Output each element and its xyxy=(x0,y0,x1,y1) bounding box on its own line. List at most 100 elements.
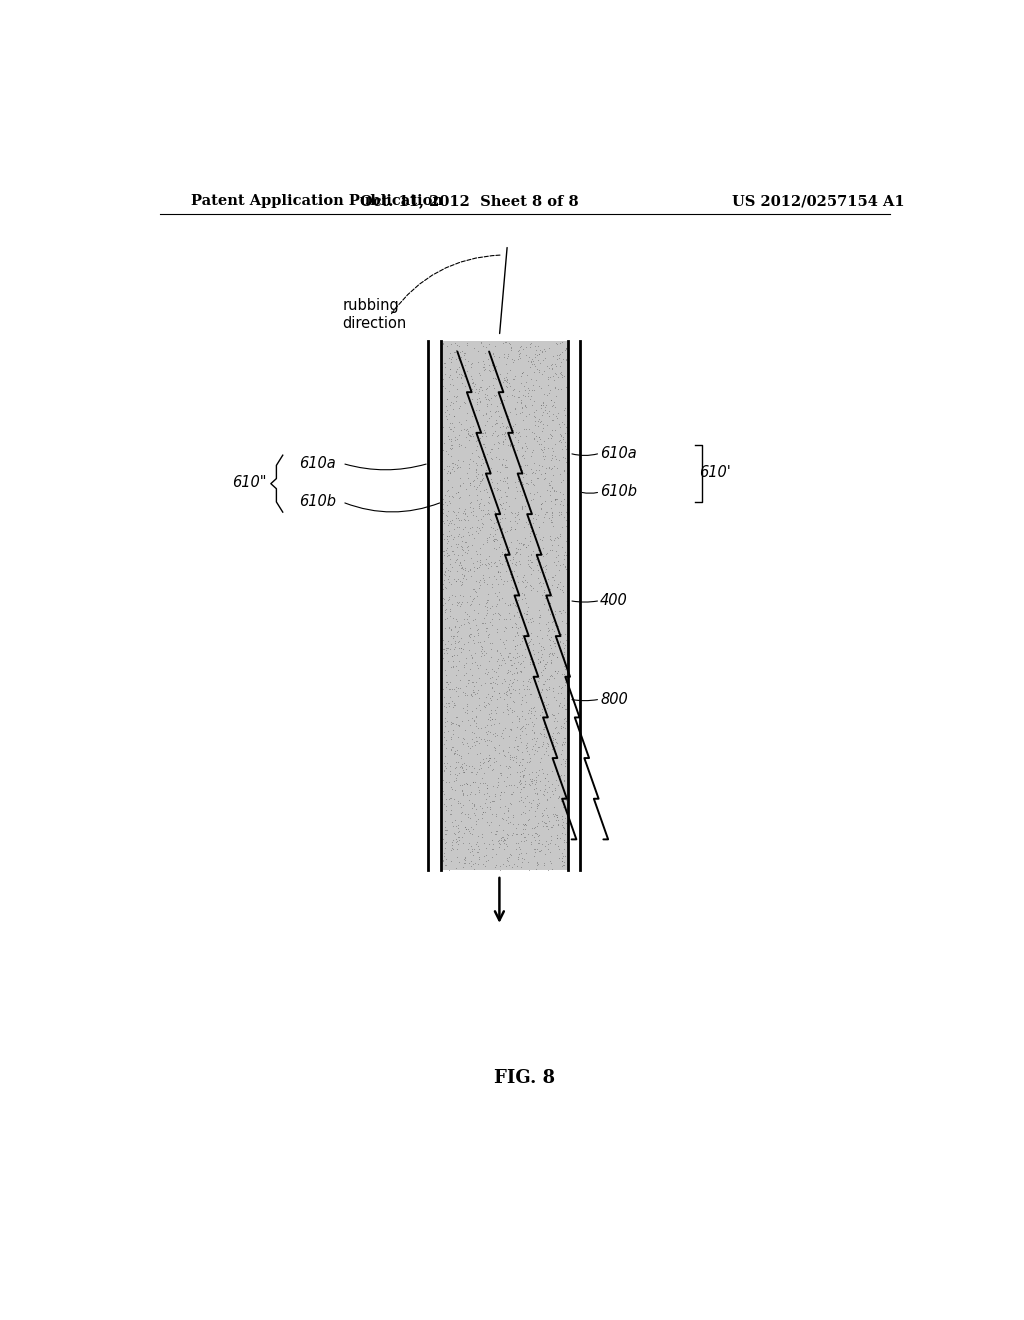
Point xyxy=(525,428,542,449)
Point xyxy=(542,540,558,561)
Point xyxy=(541,507,557,528)
Point xyxy=(514,760,530,781)
Point xyxy=(472,675,488,696)
Point xyxy=(528,777,545,799)
Point xyxy=(525,429,542,450)
Point xyxy=(502,660,518,681)
Point xyxy=(442,445,459,466)
Point xyxy=(438,758,455,779)
Point xyxy=(468,726,484,747)
Point xyxy=(509,446,525,467)
Point xyxy=(558,612,574,634)
Point xyxy=(511,469,527,490)
Point xyxy=(463,565,479,586)
Point xyxy=(497,367,513,388)
Point xyxy=(436,569,453,590)
Point xyxy=(477,451,494,473)
Point xyxy=(490,609,507,630)
Point xyxy=(516,830,532,851)
Point xyxy=(474,533,490,554)
Point xyxy=(455,795,471,816)
Point xyxy=(509,663,525,684)
Point xyxy=(446,544,463,565)
Point xyxy=(462,558,478,579)
Point xyxy=(450,507,466,528)
Point xyxy=(490,605,507,626)
Point xyxy=(502,595,518,616)
Point xyxy=(436,820,453,841)
Point xyxy=(483,458,500,479)
Point xyxy=(440,380,457,401)
Point xyxy=(490,561,507,582)
Point xyxy=(541,358,557,379)
Point xyxy=(500,645,516,667)
Point xyxy=(462,492,478,513)
Point xyxy=(521,388,538,409)
Point xyxy=(516,479,532,500)
Point xyxy=(546,480,562,502)
Point xyxy=(474,801,490,822)
Point xyxy=(547,433,563,454)
Point xyxy=(530,362,547,383)
Point xyxy=(441,366,458,387)
Point xyxy=(445,697,462,718)
Point xyxy=(445,822,462,843)
Point xyxy=(499,540,515,561)
Point xyxy=(515,583,531,605)
Point xyxy=(436,352,453,374)
Point xyxy=(490,767,507,788)
Point xyxy=(499,685,515,706)
Point xyxy=(495,719,511,741)
Point xyxy=(543,424,559,445)
Point xyxy=(544,359,560,380)
Point xyxy=(556,507,572,528)
Point xyxy=(524,789,541,810)
Point xyxy=(551,502,567,523)
Point xyxy=(495,830,511,851)
Point xyxy=(504,663,520,684)
Point xyxy=(505,416,521,437)
Point xyxy=(441,462,458,483)
Point xyxy=(502,756,518,777)
Point xyxy=(538,741,554,762)
Point xyxy=(501,333,517,354)
Point xyxy=(486,824,503,845)
Point xyxy=(488,400,505,421)
Point xyxy=(447,829,464,850)
Point xyxy=(473,803,489,824)
Point xyxy=(510,422,526,444)
Point xyxy=(553,754,569,775)
Point xyxy=(440,461,457,482)
Point xyxy=(544,358,560,379)
Point xyxy=(521,750,538,771)
Point xyxy=(537,462,553,483)
Point xyxy=(545,783,561,804)
Point xyxy=(472,772,488,793)
Point xyxy=(510,339,526,360)
Point xyxy=(454,710,470,731)
Point xyxy=(530,612,547,634)
Point xyxy=(474,469,490,490)
Point xyxy=(458,479,474,500)
Point xyxy=(443,619,460,640)
Point xyxy=(475,506,492,527)
Point xyxy=(524,729,541,750)
Point xyxy=(524,762,541,783)
Point xyxy=(554,847,570,869)
Point xyxy=(477,837,494,858)
Point xyxy=(555,731,571,752)
Point xyxy=(441,418,458,440)
Point xyxy=(445,771,462,792)
Point xyxy=(516,533,532,554)
Point xyxy=(517,527,534,548)
Point xyxy=(521,510,538,531)
Point xyxy=(459,591,475,612)
Point xyxy=(519,785,536,807)
Point xyxy=(456,609,472,630)
Point xyxy=(494,726,510,747)
Point xyxy=(465,609,481,630)
Point xyxy=(518,537,535,558)
Point xyxy=(439,532,456,553)
Point xyxy=(468,413,484,434)
Point xyxy=(442,727,459,748)
